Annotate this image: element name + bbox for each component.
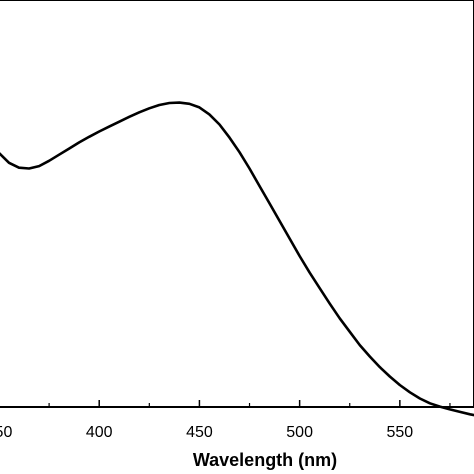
x-axis-ticks: 350 400 450 500 550 bbox=[0, 400, 451, 441]
x-axis-title: Wavelength (nm) bbox=[193, 450, 337, 470]
x-tick-label: 500 bbox=[286, 424, 313, 441]
x-tick-label: 450 bbox=[186, 424, 213, 441]
plot-frame bbox=[0, 0, 474, 408]
x-tick-label: 400 bbox=[86, 424, 113, 441]
series-line bbox=[0, 101, 474, 417]
series-layer bbox=[0, 101, 474, 417]
plot-border bbox=[0, 0, 474, 408]
x-tick-label: 350 bbox=[0, 424, 12, 441]
x-tick-label: 550 bbox=[386, 424, 413, 441]
